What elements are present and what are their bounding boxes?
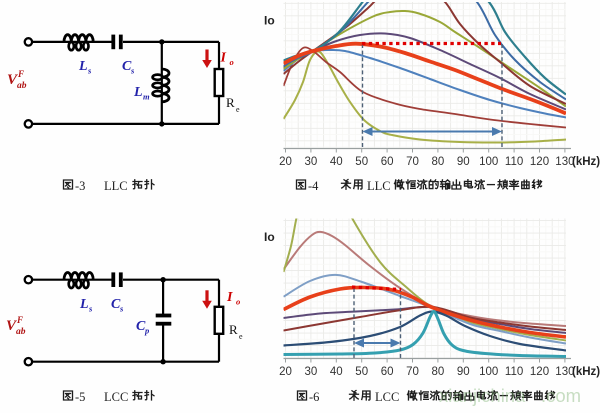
svg-text:40: 40: [330, 366, 343, 378]
svg-text:ab: ab: [17, 81, 27, 91]
svg-text:-6: -6: [309, 390, 319, 404]
svg-text:50: 50: [355, 366, 368, 378]
svg-text:m: m: [143, 92, 150, 102]
svg-text:90: 90: [457, 156, 470, 168]
svg-text:LLC: LLC: [367, 179, 391, 193]
svg-text:Io: Io: [264, 230, 275, 244]
svg-text:110: 110: [505, 366, 523, 378]
svg-text:70: 70: [406, 366, 419, 378]
svg-text:40: 40: [330, 156, 343, 168]
svg-text:120: 120: [530, 366, 549, 378]
svg-text:(kHz): (kHz): [572, 366, 600, 378]
svg-text:20: 20: [279, 156, 292, 168]
svg-text:60: 60: [381, 156, 394, 168]
svg-text:s: s: [130, 66, 135, 76]
svg-text:I: I: [220, 51, 227, 66]
svg-text:Io: Io: [264, 14, 275, 28]
svg-text:F: F: [16, 315, 23, 325]
svg-text:LCC: LCC: [104, 390, 128, 404]
svg-text:-5: -5: [75, 390, 85, 404]
svg-text:L: L: [133, 85, 143, 100]
svg-text:o: o: [236, 297, 240, 307]
svg-text:o: o: [230, 57, 234, 67]
svg-text:s: s: [88, 304, 93, 314]
svg-text:LCC: LCC: [375, 390, 399, 404]
svg-text:.com: .com: [541, 385, 581, 406]
svg-text:ab: ab: [16, 327, 26, 337]
svg-text:30: 30: [305, 156, 318, 168]
svg-text:V: V: [6, 318, 18, 334]
svg-text:R: R: [226, 95, 235, 110]
svg-text:F: F: [17, 69, 24, 79]
svg-text:50: 50: [355, 156, 368, 168]
svg-text:L: L: [78, 59, 88, 74]
svg-text:20: 20: [279, 366, 292, 378]
svg-text:(kHz): (kHz): [572, 156, 600, 168]
svg-text:60: 60: [381, 366, 394, 378]
svg-text:s: s: [119, 304, 124, 314]
svg-text:90: 90: [457, 366, 470, 378]
svg-text:R: R: [229, 322, 238, 337]
svg-text:I: I: [226, 290, 233, 305]
svg-text:80: 80: [432, 366, 445, 378]
svg-text:V: V: [7, 72, 19, 88]
svg-text:30: 30: [305, 366, 318, 378]
svg-text:LLC: LLC: [104, 179, 128, 193]
svg-text:100: 100: [479, 156, 498, 168]
svg-text:C: C: [136, 319, 146, 334]
svg-text:130: 130: [555, 366, 574, 378]
svg-text:p: p: [144, 326, 149, 336]
svg-text:120: 120: [530, 156, 549, 168]
svg-text:L: L: [79, 297, 89, 312]
svg-text:e: e: [236, 105, 240, 114]
svg-text:xianjichina: xianjichina: [439, 385, 526, 406]
svg-text:C: C: [111, 297, 121, 312]
svg-text:-4: -4: [308, 179, 319, 193]
svg-text:s: s: [87, 66, 92, 76]
svg-text:110: 110: [505, 156, 523, 168]
svg-text:80: 80: [432, 156, 445, 168]
svg-text:e: e: [239, 332, 243, 341]
svg-text:130: 130: [555, 156, 574, 168]
svg-text:C: C: [122, 59, 132, 74]
svg-text:-3: -3: [75, 179, 85, 193]
svg-text:100: 100: [479, 366, 498, 378]
svg-text:70: 70: [406, 156, 419, 168]
